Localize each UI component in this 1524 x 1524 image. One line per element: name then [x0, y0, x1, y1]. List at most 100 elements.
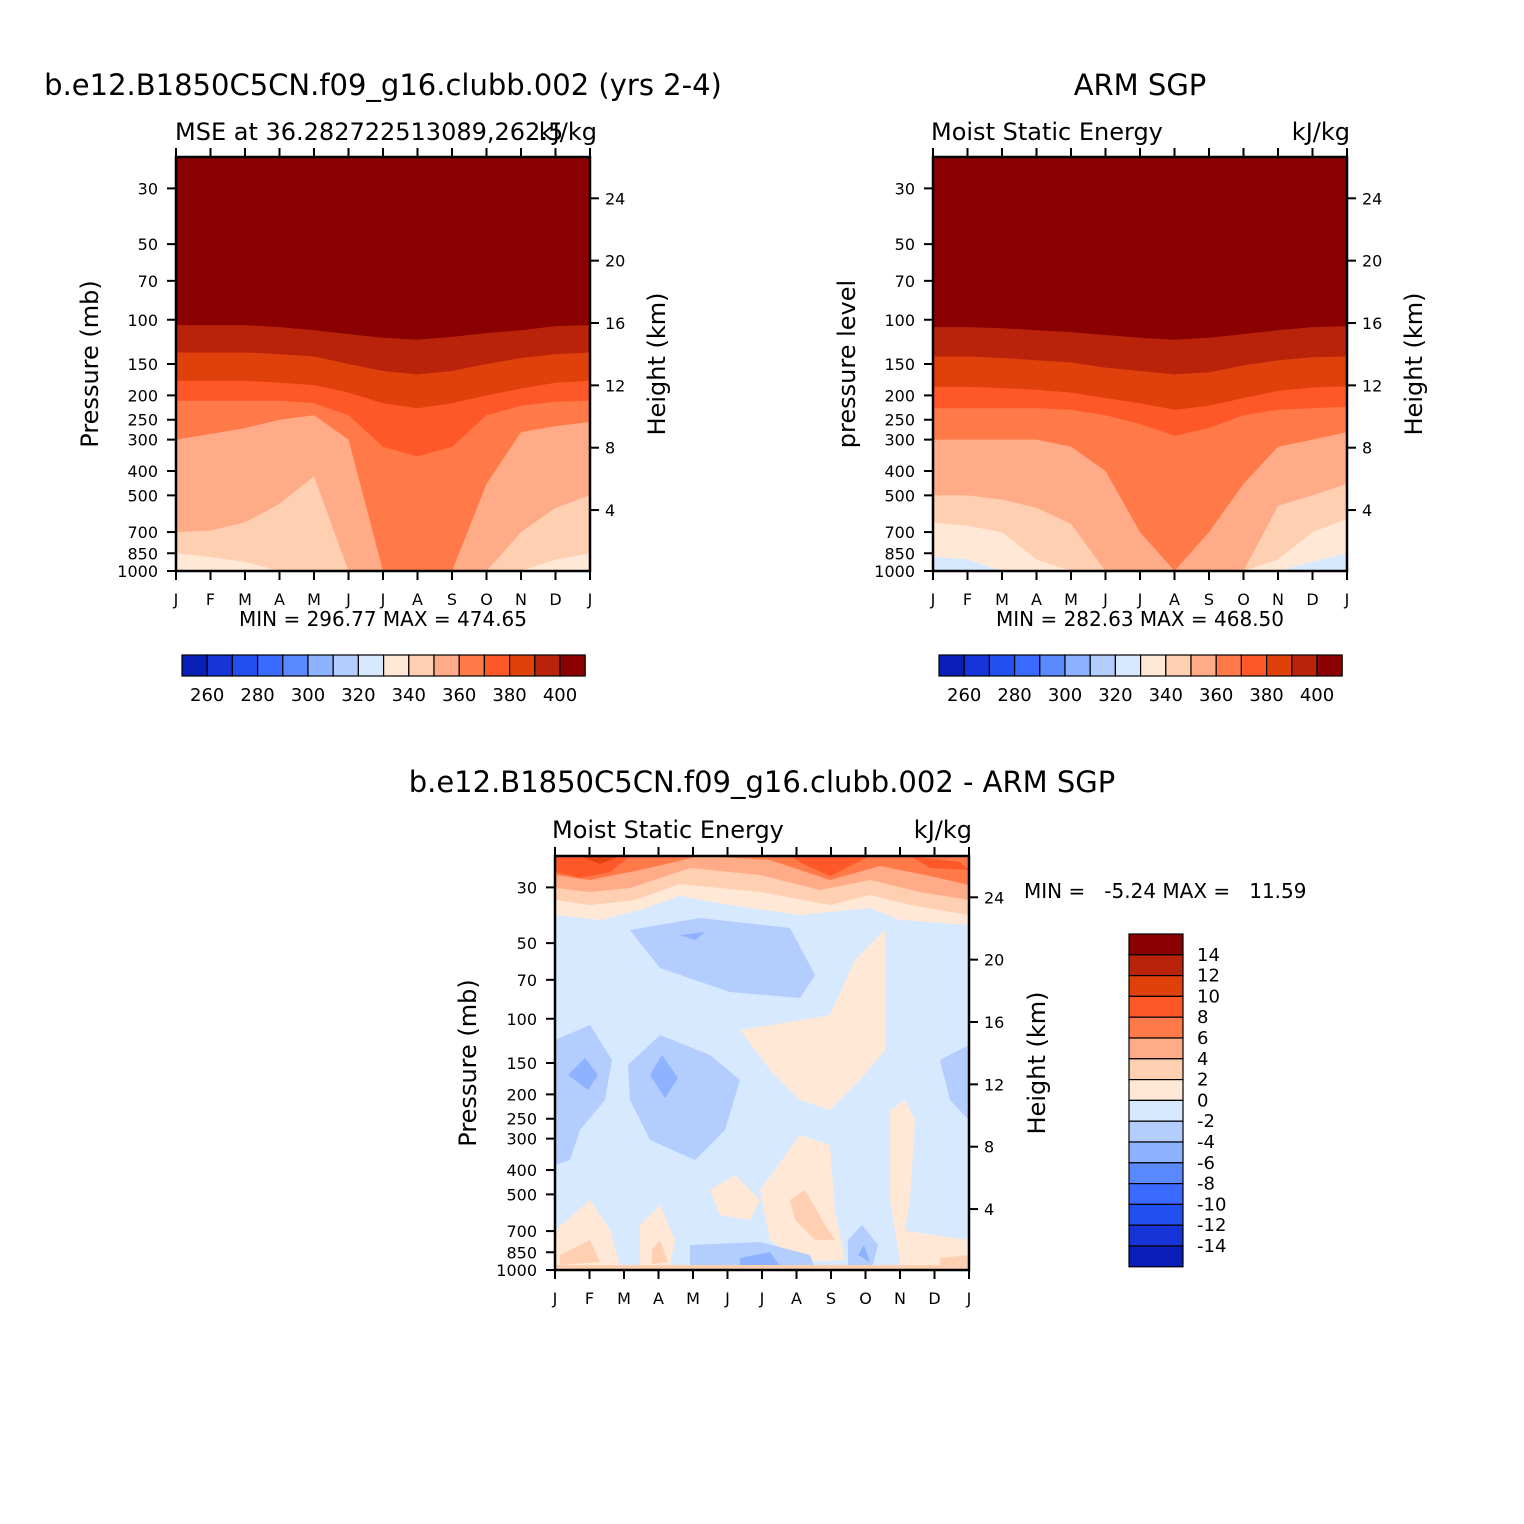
colorbar-swatch — [1128, 1182, 1184, 1205]
colorbar: 260 280 300 320 340 360 380 400 — [938, 654, 1343, 706]
colorbar-label: 12 — [1197, 966, 1220, 987]
colorbar-swatch — [1128, 1224, 1184, 1247]
colorbar-swatch — [231, 654, 259, 677]
colorbar-label: -10 — [1197, 1194, 1226, 1215]
pressure-tick-label: 100 — [127, 311, 158, 330]
colorbar-label: 380 — [1249, 685, 1283, 706]
height-tick-label: 12 — [984, 1075, 1004, 1094]
pressure-tick-label: 50 — [895, 235, 915, 254]
colorbar-swatch — [1128, 1120, 1184, 1143]
height-tick-label: 24 — [1362, 189, 1382, 208]
month-tick-label: J — [966, 1289, 972, 1308]
colorbar-label: 300 — [1048, 685, 1082, 706]
month-tick-label: N — [894, 1289, 906, 1308]
model-panel: b.e12.B1850C5CN.f09_g16.clubb.002 (yrs 2… — [44, 68, 722, 706]
colorbar-label: 10 — [1197, 986, 1220, 1007]
region-10-to-12 — [580, 856, 620, 864]
pressure-tick-label: 700 — [127, 523, 158, 542]
height-tick-label: 8 — [1362, 439, 1372, 458]
region-2-to-4 — [940, 1255, 969, 1265]
colorbar-swatch — [458, 654, 486, 677]
region-2-to-4 — [560, 1240, 600, 1265]
colorbar-label: -12 — [1197, 1215, 1226, 1236]
colorbar-swatch — [383, 654, 410, 677]
pressure-tick-label: 50 — [138, 235, 158, 254]
colorbar-swatch — [1128, 1078, 1184, 1101]
difference-panel: b.e12.B1850C5CN.f09_g16.clubb.002 - ARM … — [409, 765, 1307, 1308]
month-tick-label: A — [791, 1289, 802, 1308]
pressure-tick-label: 100 — [506, 1010, 537, 1029]
colorbar-swatch — [1128, 933, 1184, 956]
region-0-to-2 — [555, 1200, 620, 1265]
colorbar-swatch — [1265, 654, 1293, 677]
pressure-tick-label: 150 — [884, 355, 915, 374]
colorbar-swatch — [1089, 654, 1116, 677]
panel-left-subtitle: Moist Static Energy — [931, 118, 1163, 146]
month-tick-label: M — [617, 1289, 631, 1308]
colorbar-swatch — [1114, 654, 1142, 677]
region-0-to-2 — [710, 1175, 760, 1220]
min-max-readout: MIN = -5.24 MAX = 11.59 — [1024, 879, 1307, 903]
pressure-tick-label: 300 — [506, 1130, 537, 1149]
colorbar-label: 260 — [190, 685, 224, 706]
colorbar-label: 320 — [341, 685, 375, 706]
contour-band-max — [933, 157, 1347, 277]
pressure-tick-label: 850 — [506, 1243, 537, 1262]
contour-field — [176, 157, 590, 571]
pressure-tick-label: 250 — [884, 411, 915, 430]
pressure-tick-label: 400 — [884, 462, 915, 481]
pressure-tick-label: 250 — [127, 411, 158, 430]
height-tick-label: 16 — [1362, 314, 1382, 333]
region-minus2-to-minus4 — [848, 1225, 878, 1268]
pressure-tick-label: 400 — [506, 1161, 537, 1180]
month-tick-label: M — [995, 590, 1009, 609]
colorbar-swatch — [1165, 654, 1192, 677]
panel-units-label: kJ/kg — [1292, 118, 1350, 146]
pressure-tick-label: 700 — [506, 1222, 537, 1241]
height-tick-label: 24 — [605, 189, 625, 208]
pressure-tick-label: 70 — [138, 272, 158, 291]
pressure-tick-label: 70 — [895, 272, 915, 291]
colorbar-swatch — [181, 654, 208, 677]
colorbar-label: 360 — [1199, 685, 1233, 706]
panel-title: ARM SGP — [1074, 68, 1207, 102]
colorbar-swatch — [1128, 1203, 1184, 1226]
colorbar-swatch — [1128, 1037, 1184, 1060]
pressure-tick-label: 300 — [127, 431, 158, 450]
region-6-to-8 — [555, 856, 969, 885]
pressure-tick-label: 500 — [127, 486, 158, 505]
pressure-tick-label: 850 — [884, 544, 915, 563]
colorbar-label: 0 — [1197, 1090, 1208, 1111]
colorbar-swatch — [1190, 654, 1217, 677]
month-tick-label: M — [686, 1289, 700, 1308]
month-tick-label: J — [173, 590, 179, 609]
month-tick-label: F — [206, 590, 215, 609]
colorbar-swatch — [1128, 1141, 1184, 1164]
colorbar-label: 400 — [543, 685, 577, 706]
y-axis-label: Pressure (mb) — [76, 280, 104, 447]
colorbar-label: -8 — [1197, 1174, 1215, 1195]
colorbar-swatch — [307, 654, 334, 677]
colorbar-label: 320 — [1098, 685, 1132, 706]
month-tick-label: O — [480, 590, 493, 609]
month-tick-label: O — [1237, 590, 1250, 609]
colorbar-label: 400 — [1300, 685, 1334, 706]
colorbar-swatch — [1128, 995, 1184, 1018]
colorbar-swatch — [408, 654, 435, 677]
colorbar-label: 380 — [492, 685, 526, 706]
colorbar-label: 340 — [1149, 685, 1183, 706]
region-2-to-4 — [790, 1190, 835, 1240]
month-tick-label: J — [380, 590, 386, 609]
month-tick-label: A — [274, 590, 285, 609]
month-tick-label: D — [928, 1289, 940, 1308]
y-axis-label: pressure level — [833, 280, 861, 448]
colorbar-swatch — [357, 654, 385, 677]
height-tick-label: 16 — [605, 314, 625, 333]
pressure-tick-label: 1000 — [117, 562, 158, 581]
colorbar-swatch — [257, 654, 284, 677]
month-tick-label: S — [447, 590, 457, 609]
